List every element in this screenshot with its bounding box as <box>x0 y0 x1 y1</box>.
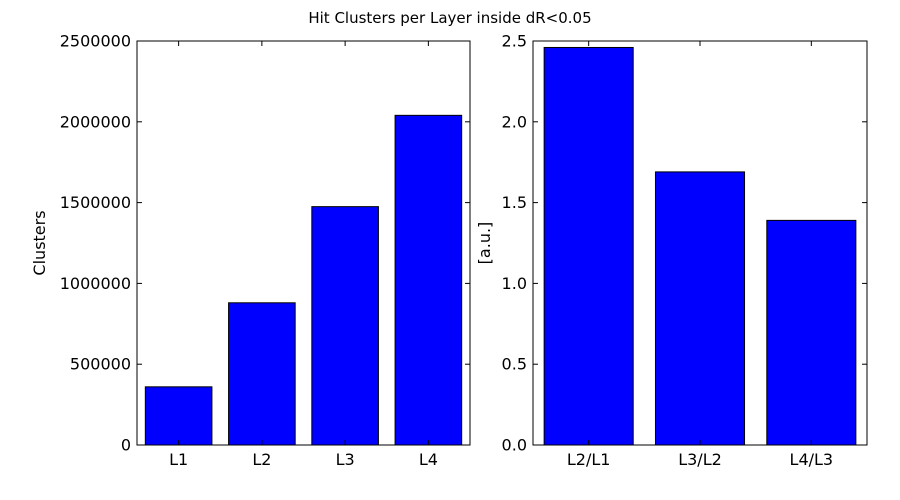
right-bar-l2-l1 <box>543 46 634 446</box>
right-y-tick-label: 2.5 <box>502 32 527 51</box>
left-bar-l2 <box>228 302 296 446</box>
left-y-tick-label: 0 <box>121 436 131 455</box>
left-bar-l3 <box>311 206 379 446</box>
right-y-tick-label: 1.0 <box>502 274 527 293</box>
right-plot-frame <box>532 40 868 446</box>
right-bar-l3-l2 <box>654 171 746 446</box>
left-y-tick-label: 1500000 <box>60 193 131 212</box>
left-y-tick-label: 2500000 <box>60 32 131 51</box>
left-y-axis-label: Clusters <box>30 210 49 275</box>
right-x-tick-label: L3/L2 <box>678 450 722 469</box>
right-y-tick-label: 0.5 <box>502 355 527 374</box>
left-y-tick-label: 1000000 <box>60 274 131 293</box>
right-bar-l4-l3 <box>766 219 857 446</box>
right-x-tick-label: L2/L1 <box>567 450 611 469</box>
left-x-tick-label: L1 <box>169 450 188 469</box>
right-x-tick-label: L4/L3 <box>790 450 834 469</box>
left-x-tick-label: L4 <box>419 450 438 469</box>
right-y-axis-label: [a.u.] <box>475 222 494 265</box>
right-y-tick-label: 0.0 <box>502 436 527 455</box>
left-y-tick-label: 500000 <box>70 355 131 374</box>
left-bar-l4 <box>394 114 463 446</box>
left-bar-l1 <box>144 386 213 446</box>
left-chart: L1 L2 L3 L4 0 500000 1000000 1500000 2000000 2500… <box>30 32 471 469</box>
right-chart: L2/L1 L3/L2 L4/L3 0.0 0.5 1.0 1.5 2.0 2.5 [a.u.] <box>475 32 868 469</box>
right-y-tick-label: 2.0 <box>502 112 527 131</box>
right-y-tick-label: 1.5 <box>502 193 527 212</box>
left-x-tick-label: L3 <box>336 450 355 469</box>
figure-title: Hit Clusters per Layer inside dR<0.05 <box>308 9 591 27</box>
left-y-tick-label: 2000000 <box>60 112 131 131</box>
left-x-tick-label: L2 <box>252 450 271 469</box>
left-plot-frame <box>136 40 471 446</box>
